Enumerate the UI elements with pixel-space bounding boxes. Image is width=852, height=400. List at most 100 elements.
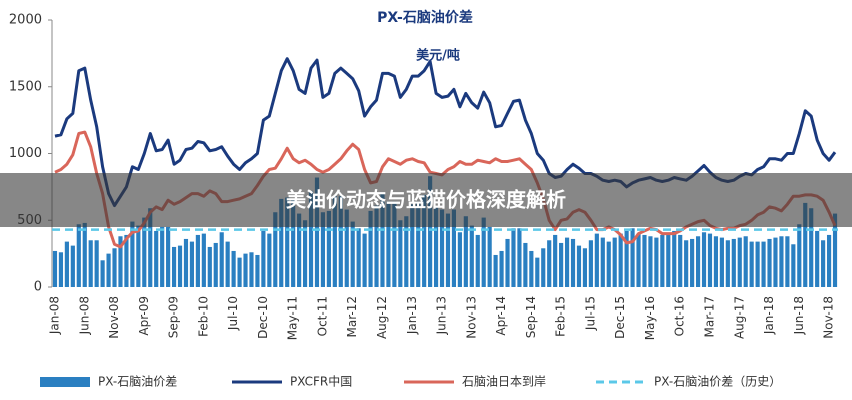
bar: [148, 208, 153, 287]
bar: [654, 237, 659, 287]
bar: [564, 237, 570, 287]
bar: [320, 212, 326, 287]
x-tick-label: Jun-13: [435, 296, 449, 335]
bar: [166, 226, 171, 287]
bar: [529, 250, 534, 287]
bar: [832, 213, 838, 287]
bar: [404, 216, 409, 287]
bar: [600, 237, 605, 287]
bar: [428, 176, 433, 287]
bar: [523, 242, 528, 287]
bar: [267, 233, 272, 287]
bar: [291, 198, 296, 287]
bar: [660, 234, 665, 287]
bar: [88, 240, 93, 287]
legend-label: 石脑油日本到岸: [462, 375, 546, 389]
bar: [636, 233, 641, 287]
x-tick-label: Jul-10: [226, 296, 240, 331]
x-tick-label: Jun-08: [77, 296, 91, 335]
x-tick-label: Sep-09: [167, 296, 181, 338]
bar: [690, 238, 695, 287]
bar: [255, 254, 260, 287]
bar: [541, 248, 546, 287]
bar: [273, 212, 278, 287]
x-tick-label: Jan-13: [405, 296, 419, 335]
bar: [570, 238, 576, 287]
bar: [559, 242, 564, 287]
bar: [773, 237, 778, 287]
bar: [797, 224, 802, 287]
bar: [154, 230, 159, 287]
bar: [398, 220, 403, 287]
bar: [58, 252, 64, 287]
line: [54, 57, 837, 208]
bar: [707, 233, 713, 287]
chart-title: PX-石脑油价差: [377, 9, 473, 26]
bar: [177, 245, 183, 287]
chart-subtitle: 美元/吨: [416, 48, 460, 64]
bar: [725, 240, 730, 287]
bar: [356, 228, 361, 287]
bar: [624, 230, 629, 287]
bar: [106, 253, 111, 287]
bar: [481, 217, 486, 287]
y-tick-label: 0: [34, 280, 42, 295]
bar: [803, 202, 808, 287]
overlay-title: 美油价动态与蓝猫价格深度解析: [286, 188, 566, 212]
bar: [737, 237, 742, 287]
bar: [297, 213, 302, 287]
bar: [779, 236, 784, 287]
bar: [183, 238, 189, 287]
bar: [130, 221, 135, 287]
bar: [511, 228, 516, 287]
x-tick-label: Nov-18: [822, 296, 836, 339]
legend-label: PX-石脑油价差（历史）: [654, 375, 781, 389]
bar: [207, 246, 212, 287]
bar: [279, 198, 284, 287]
bar: [314, 177, 320, 287]
bar: [332, 196, 337, 287]
x-tick-label: Jan-08: [47, 296, 61, 335]
bar: [821, 240, 826, 287]
bar: [642, 234, 647, 287]
x-tick-label: Oct-11: [315, 296, 329, 336]
x-tick-label: Oct-16: [673, 296, 687, 336]
bar: [171, 246, 177, 287]
bar: [594, 233, 599, 287]
y-tick-label: 1500: [9, 79, 42, 94]
bar: [713, 236, 719, 287]
bar: [749, 241, 754, 287]
bar: [666, 233, 671, 287]
bar: [719, 237, 724, 287]
bar: [791, 244, 796, 287]
bar: [344, 209, 349, 287]
x-tick-label: May-16: [643, 296, 657, 340]
bar: [701, 232, 707, 287]
x-tick-label: Jul-15: [583, 296, 597, 331]
bar: [826, 234, 832, 287]
legend-swatch: [40, 377, 90, 387]
bar: [243, 253, 248, 287]
bar: [588, 240, 593, 287]
bar: [189, 241, 195, 287]
bar: [249, 252, 254, 287]
bar: [368, 210, 373, 287]
bar: [553, 234, 558, 287]
bar: [416, 201, 421, 287]
x-tick-label: Jun-18: [792, 296, 806, 335]
bar: [52, 250, 58, 287]
x-tick-label: Mar-17: [702, 296, 716, 337]
bar: [547, 240, 552, 287]
bar: [469, 225, 474, 287]
x-tick-label: Aug-12: [375, 296, 389, 339]
bar: [308, 190, 314, 287]
bar: [94, 240, 99, 287]
bar: [219, 232, 224, 287]
bar: [422, 194, 427, 287]
bar: [231, 250, 236, 287]
overlay-banner: [0, 173, 852, 227]
bar: [136, 225, 141, 287]
bar: [731, 238, 736, 287]
bar: [499, 250, 504, 287]
